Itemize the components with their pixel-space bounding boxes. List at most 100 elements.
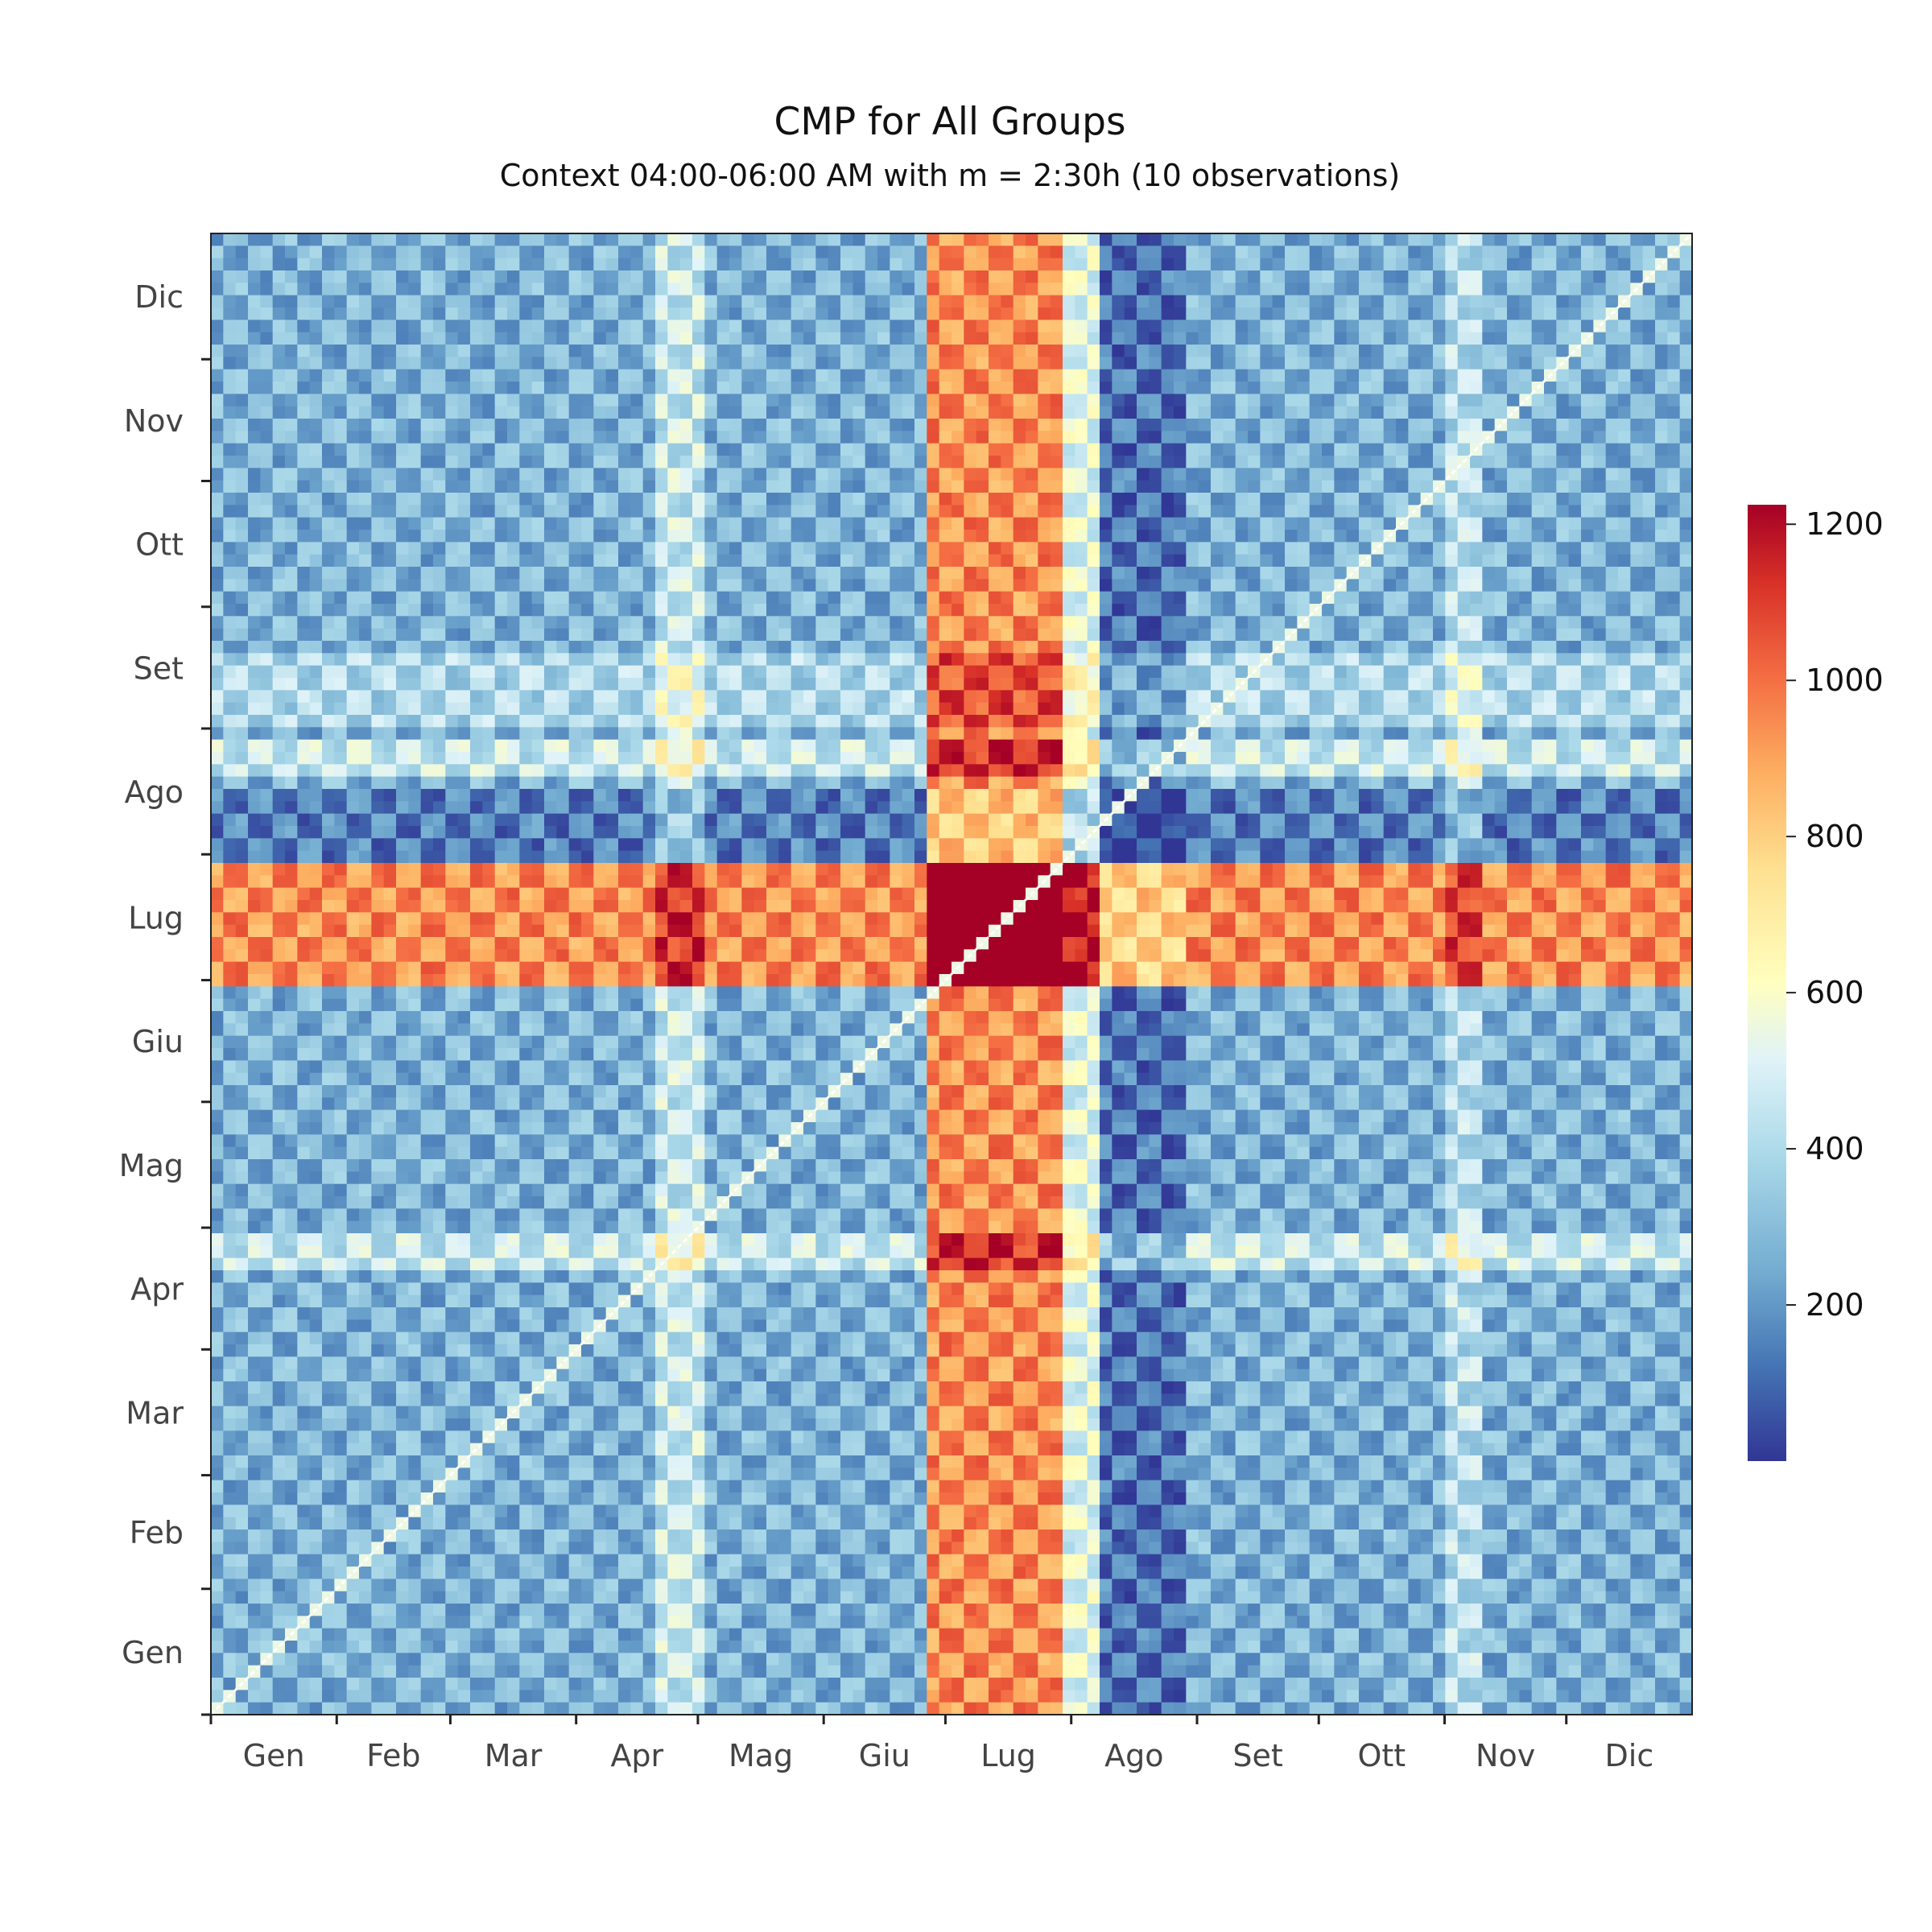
heatmap-cell — [655, 357, 668, 370]
heatmap-cell — [1470, 542, 1483, 555]
heatmap-cell — [778, 702, 792, 716]
heatmap-cell — [1309, 233, 1323, 246]
heatmap-cell — [235, 258, 249, 271]
heatmap-cell — [568, 443, 582, 456]
heatmap-cell — [482, 345, 496, 357]
heatmap-cell — [1050, 332, 1063, 345]
heatmap-cell — [630, 493, 644, 506]
heatmap-cell — [544, 419, 557, 431]
heatmap-cell — [890, 616, 903, 630]
heatmap-cell — [1593, 567, 1607, 580]
heatmap-cell — [1223, 505, 1236, 518]
heatmap-cell — [1531, 591, 1545, 605]
heatmap-cell — [902, 394, 915, 407]
heatmap-cell — [815, 443, 829, 456]
heatmap-cell — [1544, 357, 1557, 370]
heatmap-cell — [1667, 270, 1681, 283]
heatmap-cell — [655, 653, 668, 667]
heatmap-cell — [1359, 357, 1372, 370]
heatmap-cell — [1568, 567, 1582, 580]
heatmap-cell — [1075, 283, 1088, 296]
heatmap-cell — [1334, 382, 1348, 394]
heatmap-cell — [408, 406, 422, 419]
heatmap-cell — [1026, 283, 1038, 296]
heatmap-cell — [952, 320, 964, 333]
heatmap-cell — [667, 579, 681, 592]
heatmap-cells — [211, 233, 1693, 1715]
heatmap-cell — [494, 443, 508, 456]
heatmap-cell — [1297, 591, 1311, 605]
heatmap-cell — [568, 295, 582, 308]
heatmap-cell — [1112, 246, 1125, 259]
heatmap-cell — [211, 406, 224, 419]
heatmap-cell — [1457, 394, 1471, 407]
heatmap-cell — [519, 641, 533, 654]
heatmap-cell — [692, 382, 705, 394]
heatmap-cell — [433, 456, 446, 469]
heatmap-cell — [976, 480, 989, 493]
heatmap-cell — [1211, 295, 1224, 308]
heatmap-cell — [1655, 727, 1668, 741]
heatmap-cell — [1642, 456, 1656, 469]
heatmap-cell — [791, 419, 804, 431]
heatmap-cell — [1519, 320, 1533, 333]
heatmap-cell — [1408, 382, 1422, 394]
heatmap-cell — [1161, 579, 1174, 592]
heatmap-cell — [1248, 295, 1261, 308]
heatmap-cell — [334, 579, 348, 592]
heatmap-cell — [1568, 579, 1582, 592]
heatmap-cell — [1544, 517, 1557, 530]
heatmap-cell — [1655, 505, 1668, 518]
heatmap-cell — [692, 567, 705, 580]
heatmap-cell — [1457, 468, 1471, 481]
heatmap-cell — [1618, 542, 1631, 555]
heatmap-cell — [927, 715, 940, 728]
chart-title: CMP for All Groups — [774, 100, 1126, 144]
heatmap-cell — [989, 628, 1001, 642]
heatmap-cell — [556, 345, 570, 357]
heatmap-cell — [1223, 604, 1236, 617]
heatmap-cell — [235, 727, 249, 741]
heatmap-cell — [630, 419, 644, 431]
heatmap-cell — [1260, 542, 1274, 555]
heatmap-cell — [741, 579, 755, 592]
heatmap-cell — [1470, 258, 1483, 271]
heatmap-cell — [1494, 493, 1508, 506]
heatmap-cell — [1642, 579, 1656, 592]
heatmap-cell — [1087, 530, 1100, 543]
heatmap-cell — [260, 554, 274, 568]
heatmap-cell — [1605, 653, 1619, 667]
heatmap-cell — [1408, 419, 1422, 431]
heatmap-cell — [1470, 406, 1483, 419]
heatmap-cell — [1482, 332, 1496, 345]
heatmap-cell — [494, 320, 508, 333]
heatmap-cell — [1100, 591, 1113, 605]
heatmap-cell — [630, 480, 644, 493]
heatmap-cell — [396, 308, 409, 320]
heatmap-cell — [1655, 641, 1668, 654]
heatmap-cell — [753, 246, 767, 259]
heatmap-cell — [976, 653, 989, 667]
heatmap-cell — [1001, 258, 1014, 271]
heatmap-cell — [914, 616, 927, 630]
heatmap-cell — [568, 653, 582, 667]
heatmap-cell — [260, 653, 274, 667]
heatmap-cell — [729, 283, 742, 296]
heatmap-cell — [1235, 406, 1249, 419]
heatmap-cell — [704, 493, 718, 506]
heatmap-cell — [1026, 739, 1038, 753]
heatmap-cell — [1679, 357, 1693, 370]
heatmap-cell — [1309, 616, 1323, 630]
heatmap-cell — [1408, 641, 1422, 654]
heatmap-cell — [716, 419, 730, 431]
heatmap-cell — [989, 443, 1001, 456]
heatmap-cell — [470, 702, 483, 716]
heatmap-cell — [1482, 270, 1496, 283]
heatmap-cell — [1630, 295, 1644, 308]
heatmap-cell — [1383, 369, 1397, 382]
heatmap-cell — [791, 628, 804, 642]
heatmap-cell — [753, 406, 767, 419]
heatmap-cell — [593, 270, 607, 283]
heatmap-cell — [235, 591, 249, 605]
heatmap-cell — [593, 530, 607, 543]
